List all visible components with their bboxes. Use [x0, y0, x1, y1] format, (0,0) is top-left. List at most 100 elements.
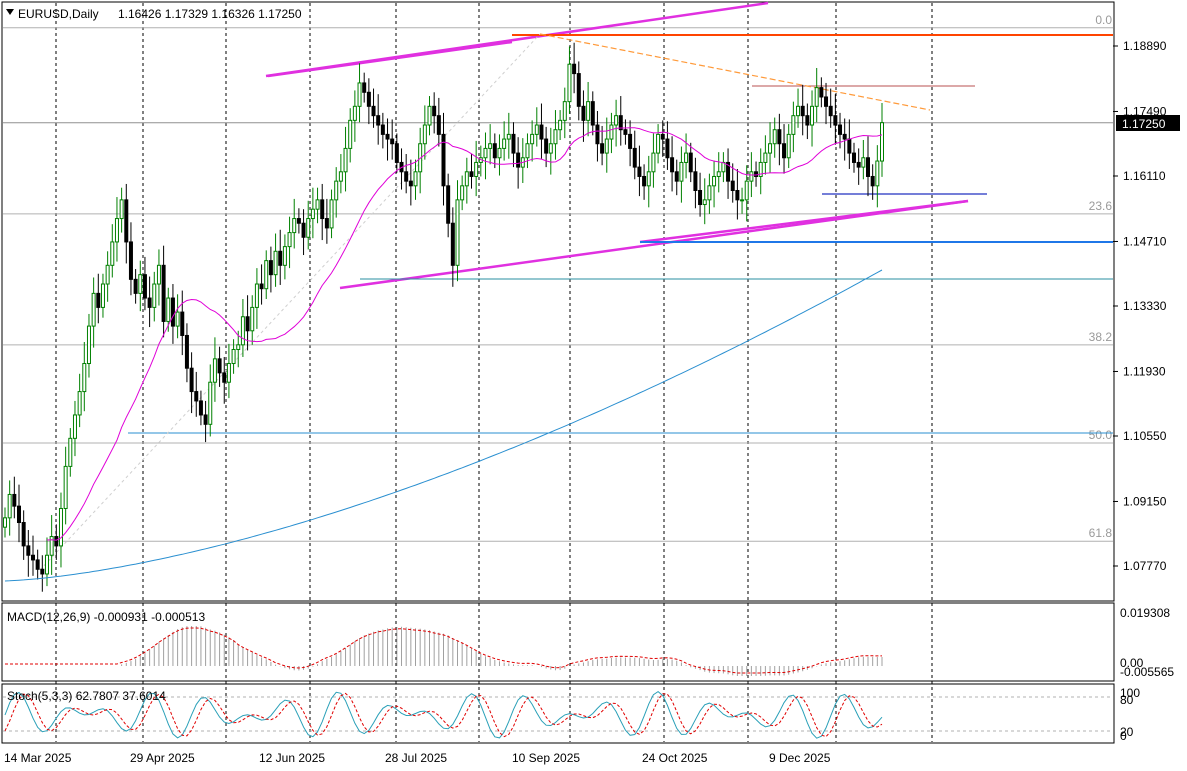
candle-body — [464, 171, 469, 187]
time-tick-label: 10 Sep 2025 — [512, 751, 580, 765]
candle-body — [301, 222, 306, 238]
candle-body — [786, 133, 791, 159]
candle-body — [147, 297, 152, 308]
candle-body — [763, 152, 768, 163]
candle-body — [357, 82, 362, 107]
candle-body — [660, 133, 665, 140]
candle-body — [516, 152, 521, 168]
candle-body — [180, 311, 185, 336]
fib-level-label: 61.8 — [1089, 526, 1113, 540]
candle-body — [35, 559, 40, 570]
stoch-d-line — [4, 692, 883, 738]
candle-body — [693, 171, 698, 191]
candle-body — [805, 115, 810, 126]
candle-body — [810, 105, 815, 126]
candle-body — [670, 157, 675, 173]
candle-body — [226, 363, 231, 383]
candle-body — [632, 147, 637, 168]
candle-body — [838, 124, 843, 135]
candle-body — [390, 138, 395, 145]
candle-body — [548, 143, 553, 154]
candle-body — [175, 311, 180, 327]
candle-body — [128, 241, 133, 280]
time-tick-label: 24 Oct 2025 — [642, 751, 708, 765]
candle-body — [329, 199, 334, 229]
candle-body — [338, 171, 343, 182]
candle-body — [334, 180, 339, 201]
macd-panel-frame — [1, 602, 1115, 682]
candle-body — [688, 152, 693, 173]
candle-body — [278, 250, 283, 266]
fib-level-label: 38.2 — [1089, 330, 1113, 344]
time-tick-label: 14 Mar 2025 — [4, 751, 72, 765]
candle-body — [161, 264, 166, 322]
candle-body — [54, 536, 59, 547]
candle-body — [861, 157, 866, 168]
stoch-tick-0: 0 — [1120, 729, 1127, 743]
candle-body — [768, 143, 773, 154]
candle-body — [58, 507, 63, 547]
candle-body — [133, 278, 138, 294]
candle-body — [72, 414, 77, 439]
ohlc-values: 1.16426 1.17329 1.16326 1.17250 — [118, 7, 302, 21]
candle-body — [609, 124, 614, 140]
candle-body — [646, 171, 651, 187]
candle-body — [581, 105, 586, 121]
candle-body — [604, 138, 609, 154]
price-axis: 1.18890 1.17490 1.16110 1.14710 1.13330 1.119… — [1113, 39, 1167, 573]
candle-body — [376, 115, 381, 126]
candle-body — [310, 208, 315, 220]
candle-body — [282, 246, 287, 266]
ma-slow-line — [4, 269, 883, 582]
candle-body — [665, 138, 670, 159]
candle-body — [735, 189, 740, 201]
candle-body — [539, 124, 544, 140]
candle-body — [63, 465, 68, 509]
candle-body — [702, 199, 707, 206]
candle-body — [408, 180, 413, 187]
price-tick-label: 1.18890 — [1123, 39, 1167, 53]
candle-body — [436, 115, 441, 135]
candle-body — [726, 161, 731, 182]
stoch-panel-frame — [1, 683, 1115, 744]
candle-body — [422, 124, 427, 145]
candle-body — [791, 115, 796, 135]
candle-body — [217, 358, 222, 374]
symbol-label: EURUSD,Daily — [18, 7, 99, 21]
candle-body — [446, 185, 451, 224]
candle-body — [156, 264, 161, 285]
macd-title: MACD(12,26,9) -0.000931 -0.000513 — [7, 610, 205, 624]
candle-body — [749, 171, 754, 182]
trend-dashed-line — [539, 33, 931, 111]
candle-body — [852, 152, 857, 163]
candle-body — [796, 105, 801, 117]
price-tick-label: 1.09150 — [1123, 494, 1167, 508]
stoch-tick-20: 20 — [1120, 725, 1134, 739]
candle-body — [366, 91, 371, 107]
candle-body — [324, 218, 329, 229]
candle-body — [119, 199, 124, 220]
candle-body — [371, 105, 376, 117]
candle-body — [259, 283, 264, 290]
candle-body — [651, 152, 656, 173]
candle-body — [96, 292, 101, 308]
candle-body — [427, 105, 432, 126]
time-tick-label: 29 Apr 2025 — [130, 751, 195, 765]
macd-histogram — [5, 626, 883, 676]
candle-body — [698, 189, 703, 206]
candle-body — [744, 180, 749, 201]
candle-body — [394, 143, 399, 163]
candle-body — [875, 160, 880, 187]
candle-body — [142, 274, 147, 299]
candle-body — [562, 101, 567, 121]
candle-body — [91, 292, 96, 327]
candle-body — [497, 147, 502, 159]
candle-body — [530, 133, 535, 145]
candle-body — [833, 115, 838, 126]
candle-body — [642, 175, 647, 187]
candle-body — [292, 218, 297, 234]
dropdown-triangle-icon[interactable] — [6, 9, 14, 15]
candle-body — [716, 171, 721, 177]
candle-body — [469, 171, 474, 177]
